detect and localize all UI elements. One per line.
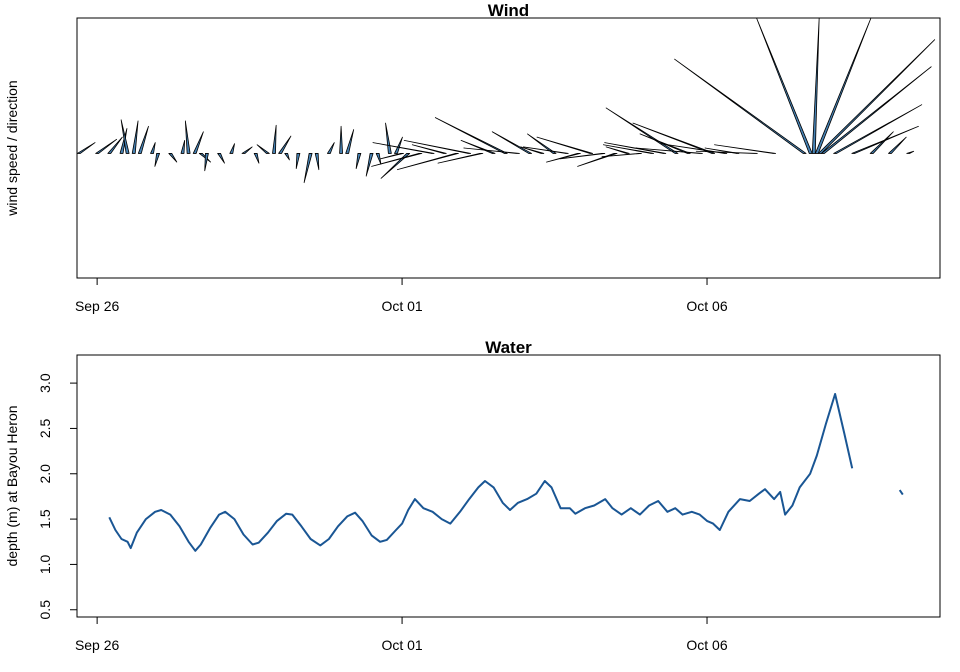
wind-vector	[523, 146, 569, 154]
wind-vector	[695, 150, 758, 154]
wind-vector	[284, 153, 290, 161]
wind-vector	[229, 143, 235, 154]
x-tick-label: Oct 06	[686, 637, 727, 653]
wind-vector	[76, 142, 96, 154]
wind-vector	[821, 66, 932, 154]
wind-vector	[635, 147, 703, 154]
wind-vector	[869, 131, 894, 154]
plot-frame	[76, 354, 941, 618]
wind-vector	[463, 147, 520, 154]
y-tick-label: 3.0	[37, 373, 53, 393]
wind-vector	[604, 142, 667, 154]
wind-vector	[314, 153, 320, 171]
wind-vector	[131, 120, 139, 154]
wind-vector	[380, 153, 404, 160]
wind-vector	[520, 146, 545, 154]
wind-vector	[371, 153, 423, 167]
wind-vector	[150, 142, 156, 154]
wind-vector	[602, 144, 655, 154]
wind-vector	[605, 146, 630, 154]
wind-vector	[577, 153, 618, 167]
chart-title: Water	[485, 338, 532, 357]
y-tick-label: 1.5	[37, 509, 53, 529]
wind-vector	[888, 136, 907, 154]
wind-vector	[811, 17, 820, 154]
x-tick-label: Sep 26	[75, 637, 120, 653]
wind-vector	[559, 153, 606, 160]
wind-vector	[814, 17, 872, 154]
wind-vector	[403, 140, 472, 154]
wind-vector	[253, 153, 260, 164]
wind-vector	[546, 153, 581, 163]
wind-vector	[107, 136, 123, 154]
wind-vector	[394, 136, 403, 154]
y-tick-label: 0.5	[37, 600, 53, 620]
wind-vector	[272, 124, 277, 154]
wind-vector	[345, 129, 355, 154]
y-axis-label: depth (m) at Bayou Heron	[4, 405, 20, 566]
wind-vector	[659, 143, 728, 154]
wind-vector	[437, 153, 484, 164]
wind-vector	[241, 146, 253, 154]
wind-vector	[527, 133, 557, 154]
wind-vector	[434, 117, 508, 154]
x-tick-label: Oct 06	[686, 298, 727, 314]
chart-title: Wind	[488, 1, 529, 20]
y-tick-label: 2.0	[37, 464, 53, 484]
wind-vector	[120, 119, 130, 154]
wind-vector	[256, 144, 270, 154]
wind-vector	[137, 125, 149, 154]
wind-vector	[833, 104, 923, 154]
wind-vector	[380, 153, 411, 179]
wind-vector	[756, 17, 813, 154]
wind-vector	[326, 142, 335, 154]
wind-vector	[180, 140, 186, 154]
wind-vector	[168, 153, 178, 163]
wind-vector	[632, 122, 716, 154]
wind-vector	[704, 147, 740, 154]
wind-vector	[95, 138, 118, 154]
wind-vector	[491, 131, 533, 154]
wind-vector	[536, 136, 594, 154]
wind-vector	[204, 153, 209, 172]
wind-vector	[339, 125, 343, 154]
wind-vector	[714, 144, 777, 154]
wind-vector	[639, 133, 691, 154]
wind-vector	[674, 58, 807, 154]
y-tick-label: 1.0	[37, 554, 53, 574]
wind-vector	[295, 153, 301, 169]
wind-vector	[460, 140, 496, 154]
wind-vector	[385, 122, 392, 154]
wind-vector	[906, 150, 915, 154]
y-axis-label: wind speed / direction	[4, 80, 20, 216]
wind-vector	[355, 153, 362, 169]
wind-vector	[184, 120, 191, 154]
y-tick-label: 2.5	[37, 418, 53, 438]
wind-vector	[303, 153, 313, 184]
wind-vector	[278, 135, 292, 154]
plot-frame	[76, 17, 941, 279]
wind-vector	[192, 131, 204, 154]
wind-vector	[217, 153, 225, 164]
x-tick-label: Oct 01	[381, 298, 422, 314]
depth-line	[108, 393, 904, 552]
wind-vector	[411, 144, 447, 154]
wind-vector	[396, 153, 459, 171]
x-tick-label: Oct 01	[381, 637, 422, 653]
wind-vector	[154, 153, 161, 167]
wind-vector	[605, 107, 679, 154]
x-tick-label: Sep 26	[75, 298, 120, 314]
wind-vector	[601, 153, 642, 158]
wind-vector	[372, 142, 435, 154]
wind-vector	[817, 39, 936, 154]
wind-vector	[365, 153, 374, 177]
